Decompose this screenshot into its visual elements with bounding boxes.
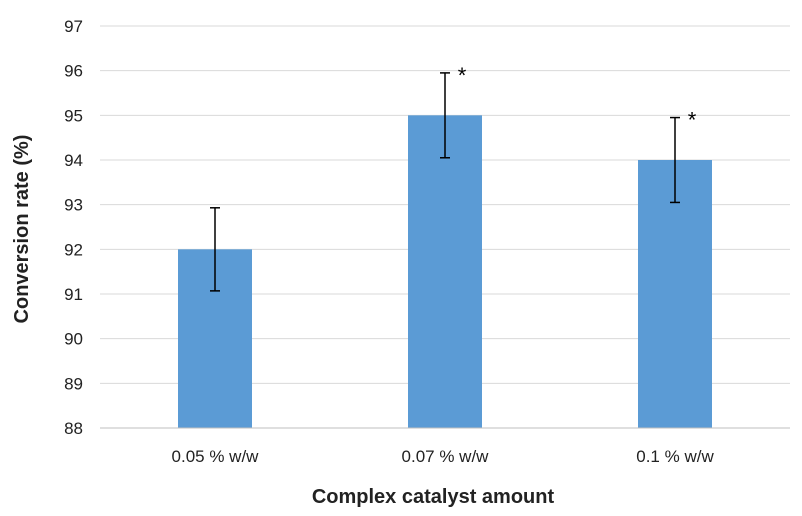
y-tick-label: 95 — [64, 106, 83, 125]
error-bars — [210, 72, 680, 292]
y-axis-title: Conversion rate (%) — [11, 135, 33, 324]
significance-asterisk: * — [688, 108, 697, 133]
y-tick-label: 92 — [64, 240, 83, 259]
significance-annotations: ** — [458, 63, 697, 133]
y-tick-label: 96 — [64, 62, 83, 81]
x-tick-label: 0.1 % w/w — [636, 447, 714, 466]
x-axis-title: Complex catalyst amount — [312, 486, 555, 508]
bar — [408, 115, 482, 428]
error-bar — [440, 72, 450, 159]
significance-asterisk: * — [458, 63, 467, 88]
y-tick-label: 88 — [64, 419, 83, 438]
x-tick-label: 0.05 % w/w — [172, 447, 260, 466]
y-axis-tick-labels: 88 89 90 91 92 93 94 95 96 97 — [64, 17, 83, 438]
y-tick-label: 90 — [64, 330, 83, 349]
bar — [638, 160, 712, 428]
error-bar — [210, 207, 220, 292]
y-tick-label: 93 — [64, 196, 83, 215]
y-tick-label: 91 — [64, 285, 83, 304]
x-tick-label: 0.07 % w/w — [402, 447, 490, 466]
y-tick-label: 97 — [64, 17, 83, 36]
y-tick-label: 94 — [64, 151, 83, 170]
error-bar — [670, 116, 680, 204]
y-tick-label: 89 — [64, 374, 83, 393]
x-axis-tick-labels: 0.05 % w/w 0.07 % w/w 0.1 % w/w — [172, 447, 715, 466]
bars — [178, 115, 712, 428]
